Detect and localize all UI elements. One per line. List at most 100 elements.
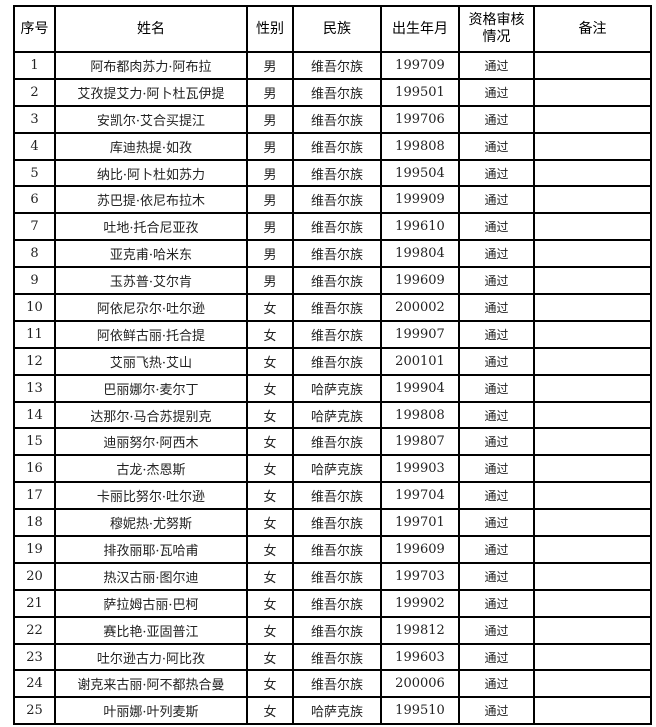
header-review-line2: 情况 xyxy=(482,29,511,45)
cell-review: 通过 xyxy=(458,212,535,242)
cell-name: 纳比·阿卜杜如苏力 xyxy=(54,158,248,188)
cell-birth: 200002 xyxy=(380,293,460,322)
cell-note xyxy=(533,400,652,430)
cell-name: 赛比艳·亚固普江 xyxy=(54,615,248,645)
cell-review: 通过 xyxy=(458,561,535,591)
cell-ethnic: 维吾尔族 xyxy=(292,535,382,564)
cell-no: 16 xyxy=(13,454,56,484)
cell-ethnic: 维吾尔族 xyxy=(292,185,382,215)
cell-review: 通过 xyxy=(458,266,535,296)
cell-name: 安凯尔·艾合买提江 xyxy=(54,104,248,134)
cell-name: 苏巴提·依尼布拉木 xyxy=(54,185,248,215)
cell-birth: 199907 xyxy=(380,319,460,349)
cell-note xyxy=(533,615,652,645)
table-row: 24 谢克来古丽·阿不都热合曼女维吾尔族 200006 通过 xyxy=(13,669,652,699)
cell-ethnic: 维吾尔族 xyxy=(292,131,382,161)
cell-note xyxy=(533,454,652,484)
cell-gender: 男 xyxy=(246,51,294,80)
cell-no: 10 xyxy=(13,293,56,322)
cell-note xyxy=(533,319,652,349)
cell-birth: 199701 xyxy=(380,508,460,538)
cell-birth: 199609 xyxy=(380,535,460,564)
cell-review: 通过 xyxy=(458,373,535,403)
cell-ethnic: 维吾尔族 xyxy=(292,239,382,269)
cell-ethnic: 维吾尔族 xyxy=(292,588,382,618)
cell-review: 通过 xyxy=(458,185,535,215)
cell-gender: 男 xyxy=(246,185,294,215)
table-row: 6 苏巴提·依尼布拉木男维吾尔族 199909 通过 xyxy=(13,185,652,215)
cell-name: 阿布都肉苏力·阿布拉 xyxy=(54,51,248,80)
cell-name: 穆妮热·尤努斯 xyxy=(54,508,248,538)
cell-no: 18 xyxy=(13,508,56,538)
cell-note xyxy=(533,669,652,699)
cell-birth: 199706 xyxy=(380,104,460,134)
cell-note xyxy=(533,51,652,80)
cell-no: 5 xyxy=(13,158,56,188)
cell-note xyxy=(533,642,652,672)
cell-ethnic: 哈萨克族 xyxy=(292,373,382,403)
cell-birth: 199709 xyxy=(380,51,460,80)
cell-no: 6 xyxy=(13,185,56,215)
cell-birth: 199807 xyxy=(380,427,460,457)
cell-birth: 200006 xyxy=(380,669,460,699)
cell-name: 艾丽飞热·艾山 xyxy=(54,346,248,376)
table-row: 9 玉苏普·艾尔肯男维吾尔族 199609 通过 xyxy=(13,266,652,296)
table-row: 12 艾丽飞热·艾山女维吾尔族 200101 通过 xyxy=(13,346,652,376)
cell-review: 通过 xyxy=(458,158,535,188)
cell-birth: 199603 xyxy=(380,642,460,672)
table-row: 8 亚克甫·哈米东男维吾尔族 199804 通过 xyxy=(13,239,652,269)
cell-no: 7 xyxy=(13,212,56,242)
cell-ethnic: 维吾尔族 xyxy=(292,642,382,672)
header-no: 序号 xyxy=(13,5,56,53)
table-row: 3 安凯尔·艾合买提江男维吾尔族 199706 通过 xyxy=(13,104,652,134)
cell-no: 22 xyxy=(13,615,56,645)
cell-no: 23 xyxy=(13,642,56,672)
cell-birth: 199703 xyxy=(380,561,460,591)
cell-gender: 女 xyxy=(246,319,294,349)
header-review: 资格审核 情况 xyxy=(458,5,535,53)
table-row: 21 萨拉姆古丽·巴柯女维吾尔族 199902 通过 xyxy=(13,588,652,618)
cell-note xyxy=(533,561,652,591)
cell-review: 通过 xyxy=(458,535,535,564)
cell-note xyxy=(533,535,652,564)
header-name: 姓名 xyxy=(54,5,248,53)
cell-gender: 女 xyxy=(246,481,294,511)
cell-gender: 女 xyxy=(246,373,294,403)
table-row: 17 卡丽比努尔·吐尔逊女维吾尔族 199704 通过 xyxy=(13,481,652,511)
cell-no: 4 xyxy=(13,131,56,161)
header-review-line1: 资格审核 xyxy=(468,12,525,28)
cell-name: 库迪热提·如孜 xyxy=(54,131,248,161)
cell-no: 1 xyxy=(13,51,56,80)
cell-name: 吐地·托合尼亚孜 xyxy=(54,212,248,242)
cell-birth: 199909 xyxy=(380,185,460,215)
cell-review: 通过 xyxy=(458,508,535,538)
cell-name: 艾孜提艾力·阿卜杜瓦伊提 xyxy=(54,77,248,107)
cell-birth: 199808 xyxy=(380,400,460,430)
cell-no: 3 xyxy=(13,104,56,134)
cell-name: 阿依鲜古丽·托合提 xyxy=(54,319,248,349)
cell-birth: 199903 xyxy=(380,454,460,484)
table-row: 22 赛比艳·亚固普江女维吾尔族 199812 通过 xyxy=(13,615,652,645)
cell-no: 14 xyxy=(13,400,56,430)
cell-ethnic: 维吾尔族 xyxy=(292,212,382,242)
cell-review: 通过 xyxy=(458,104,535,134)
cell-no: 8 xyxy=(13,239,56,269)
header-gender: 性别 xyxy=(246,5,294,53)
table-row: 7 吐地·托合尼亚孜男维吾尔族 199610 通过 xyxy=(13,212,652,242)
cell-name: 叶丽娜·叶列麦斯 xyxy=(54,696,248,726)
cell-review: 通过 xyxy=(458,400,535,430)
cell-gender: 女 xyxy=(246,508,294,538)
cell-name: 玉苏普·艾尔肯 xyxy=(54,266,248,296)
table-row: 13 巴丽娜尔·麦尔丁女哈萨克族 199904 通过 xyxy=(13,373,652,403)
header-note: 备注 xyxy=(533,5,652,53)
cell-review: 通过 xyxy=(458,669,535,699)
table-row: 14 达那尔·马合苏提别克女哈萨克族 199808 通过 xyxy=(13,400,652,430)
cell-gender: 男 xyxy=(246,158,294,188)
table-row: 23 吐尔逊古力·阿比孜女维吾尔族 199603 通过 xyxy=(13,642,652,672)
cell-no: 21 xyxy=(13,588,56,618)
cell-gender: 女 xyxy=(246,346,294,376)
cell-gender: 男 xyxy=(246,104,294,134)
table-row: 20 热汉古丽·图尔迪女维吾尔族 199703 通过 xyxy=(13,561,652,591)
table-row: 19 排孜丽耶·瓦哈甫女维吾尔族 199609 通过 xyxy=(13,535,652,564)
cell-gender: 女 xyxy=(246,696,294,726)
